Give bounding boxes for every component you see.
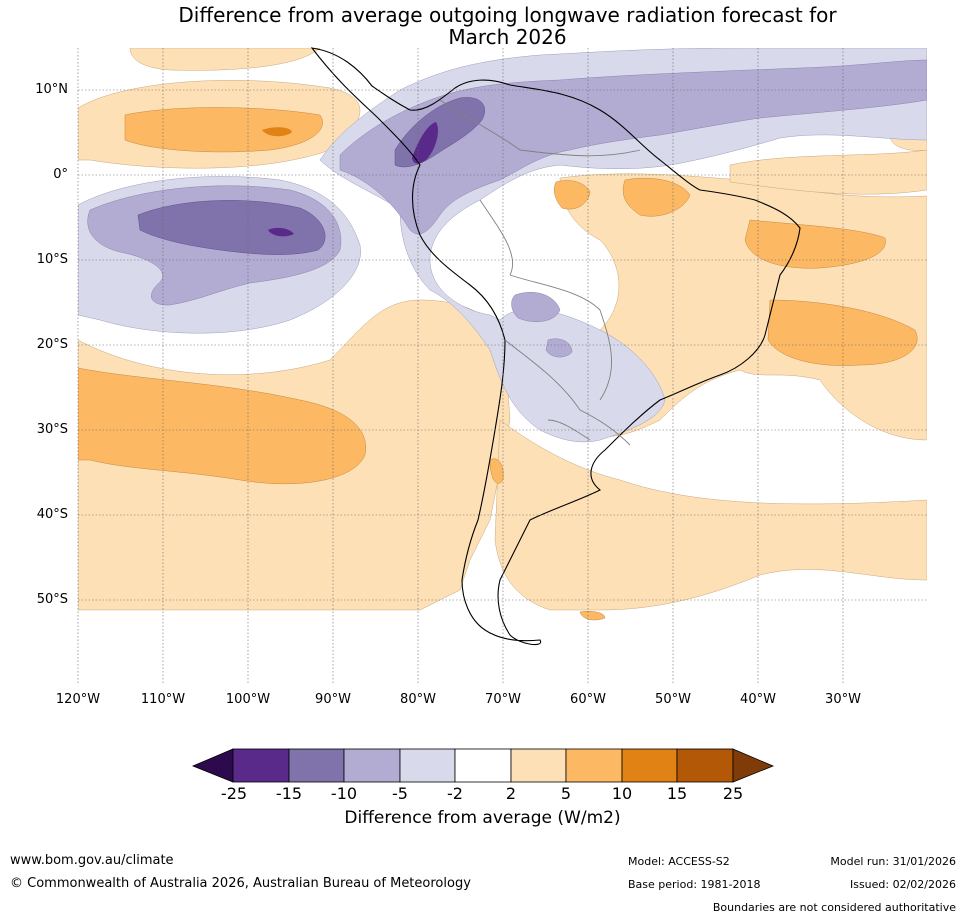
colorbar-segment-8 bbox=[621, 748, 678, 783]
anomaly-pos-2-5-south-atlantic bbox=[494, 419, 927, 611]
anomaly-neg-5-10-colombia bbox=[339, 59, 927, 235]
colorbar-segment-1 bbox=[232, 748, 290, 783]
map-title: Difference from average outgoing longwav… bbox=[0, 4, 965, 48]
title-line-2: March 2026 bbox=[448, 25, 567, 49]
colorbar-segment-3 bbox=[343, 748, 401, 783]
footer-copyright: © Commonwealth of Australia 2026, Austra… bbox=[10, 876, 471, 891]
anomaly-neg-5-10-bolivia bbox=[511, 292, 561, 322]
country-borders bbox=[439, 99, 641, 446]
footer-model: Model: ACCESS-S2 bbox=[628, 855, 730, 868]
lon-label-120w: 120°W bbox=[55, 692, 101, 707]
anomaly-pos-10-15-pacific bbox=[262, 127, 292, 137]
title-line-1: Difference from average outgoing longwav… bbox=[178, 3, 837, 27]
south-america-coastline bbox=[310, 47, 801, 646]
lat-label-10n: 10°N bbox=[35, 82, 68, 97]
anomaly-field bbox=[78, 48, 927, 685]
colorbar-segment-4 bbox=[399, 748, 456, 783]
anomaly-pos-5-10-pacific-north bbox=[124, 107, 323, 153]
anomaly-pos-2-5-atlantic-ne bbox=[729, 149, 927, 195]
footer-website[interactable]: www.bom.gov.au/climate bbox=[10, 853, 174, 868]
colorbar-tick: 25 bbox=[722, 784, 744, 803]
colorbar-arrow-left bbox=[191, 748, 234, 783]
lon-label-40w: 40°W bbox=[740, 692, 776, 707]
colorbar-label: Difference from average (W/m2) bbox=[344, 808, 621, 828]
anomaly-pos-5-10-guiana bbox=[554, 180, 591, 210]
colorbar-tick: -10 bbox=[330, 784, 358, 803]
colorbar-segment-9 bbox=[676, 748, 734, 783]
colorbar-tick: -2 bbox=[447, 784, 463, 803]
colorbar-segment-7 bbox=[565, 748, 623, 783]
footer-disclaimer: Boundaries are not considered authoritat… bbox=[712, 901, 956, 914]
lon-label-80w: 80°W bbox=[400, 692, 436, 707]
colorbar bbox=[191, 748, 775, 783]
lat-label-50s: 50°S bbox=[36, 592, 68, 607]
footer-base-period: Base period: 1981-2018 bbox=[628, 878, 761, 891]
footer-model-run: Model run: 31/01/2026 bbox=[830, 855, 956, 868]
lon-label-110w: 110°W bbox=[140, 692, 186, 707]
anomaly-neg-10-15-equatorial-pacific bbox=[137, 200, 326, 255]
anomaly-neg-5-10-paraguay bbox=[545, 338, 573, 358]
lat-label-0: 0° bbox=[53, 167, 68, 182]
colorbar-tick: 10 bbox=[611, 784, 633, 803]
anomaly-pos-2-5-pacific-northtop bbox=[129, 48, 321, 71]
colorbar-tick: 5 bbox=[560, 784, 572, 803]
graticule bbox=[77, 48, 927, 685]
anomaly-neg-15-25-pacific bbox=[268, 227, 294, 237]
lon-label-100w: 100°W bbox=[225, 692, 271, 707]
lon-label-50w: 50°W bbox=[655, 692, 691, 707]
olr-anomaly-map bbox=[77, 47, 927, 685]
lat-label-30s: 30°S bbox=[36, 422, 68, 437]
colorbar-tick: 15 bbox=[666, 784, 688, 803]
anomaly-pos-5-10-south-patch bbox=[579, 611, 606, 621]
lat-label-40s: 40°S bbox=[36, 507, 68, 522]
lon-label-30w: 30°W bbox=[825, 692, 861, 707]
lon-label-70w: 70°W bbox=[485, 692, 521, 707]
colorbar-tick: -5 bbox=[392, 784, 408, 803]
colorbar-tick: 2 bbox=[505, 784, 517, 803]
anomaly-pos-5-10-southeast-pacific bbox=[78, 367, 366, 485]
colorbar-tick: -25 bbox=[220, 784, 248, 803]
colorbar-segment-5 bbox=[454, 748, 512, 783]
lat-label-10s: 10°S bbox=[36, 252, 68, 267]
footer-issued: Issued: 02/02/2026 bbox=[849, 878, 956, 891]
lon-label-90w: 90°W bbox=[315, 692, 351, 707]
colorbar-segment-6 bbox=[510, 748, 567, 783]
anomaly-neg-15-25-colombia bbox=[412, 122, 438, 164]
anomaly-pos-5-10-atlantic-1 bbox=[767, 299, 918, 366]
colorbar-tick: -15 bbox=[275, 784, 303, 803]
colorbar-arrow-right bbox=[732, 748, 775, 783]
lat-label-20s: 20°S bbox=[36, 337, 68, 352]
anomaly-pos-5-10-atlantic-2 bbox=[744, 219, 886, 269]
colorbar-segment-2 bbox=[288, 748, 345, 783]
lon-label-60w: 60°W bbox=[570, 692, 606, 707]
